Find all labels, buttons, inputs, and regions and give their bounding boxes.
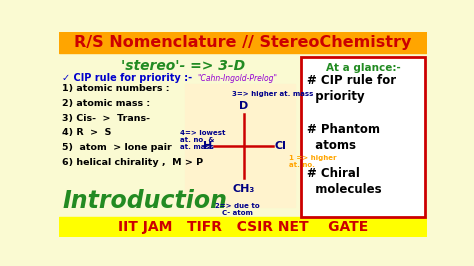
Text: "Cahn-Ingold-Prelog": "Cahn-Ingold-Prelog" [198,74,277,83]
Text: # Phantom
  atoms: # Phantom atoms [307,123,380,152]
Bar [185,84,295,207]
Text: 3=> higher at. mass: 3=> higher at. mass [232,90,314,97]
Text: CH₃: CH₃ [233,184,255,194]
Text: # CIP rule for
  priority: # CIP rule for priority [307,74,396,103]
Text: 1) atomic numbers :: 1) atomic numbers : [63,84,170,93]
Text: 6) helical chirality ,  M > P: 6) helical chirality , M > P [63,157,203,167]
Text: 2) atomic mass :: 2) atomic mass : [63,99,150,108]
Text: At a glance:-: At a glance:- [326,63,401,73]
Text: 2=> due to
C- atom: 2=> due to C- atom [215,203,260,216]
Text: ✓ CIP rule for priority :-: ✓ CIP rule for priority :- [63,73,192,83]
Text: IIT JAM   TIFR   CSIR NET    GATE: IIT JAM TIFR CSIR NET GATE [118,220,368,234]
Text: 'stereo'- => 3-D: 'stereo'- => 3-D [121,59,246,73]
Text: 4=> lowest
at. no. &
at. mass: 4=> lowest at. no. & at. mass [180,130,226,150]
Text: R/S Nomenclature // StereoChemistry: R/S Nomenclature // StereoChemistry [74,35,411,50]
Text: 4) R  >  S: 4) R > S [63,128,112,137]
Text: Introduction: Introduction [63,189,228,213]
Text: Cl: Cl [275,141,287,151]
Text: D: D [239,101,248,111]
Bar [301,57,425,217]
Bar [59,32,427,53]
Text: 5)  atom  > lone pair: 5) atom > lone pair [63,143,172,152]
Bar [59,217,427,237]
Text: 1 => higher
at. no.: 1 => higher at. no. [289,155,336,168]
Text: H: H [203,141,212,151]
Text: 3) Cis-  >  Trans-: 3) Cis- > Trans- [63,114,150,123]
Text: # Chiral
  molecules: # Chiral molecules [307,167,382,196]
